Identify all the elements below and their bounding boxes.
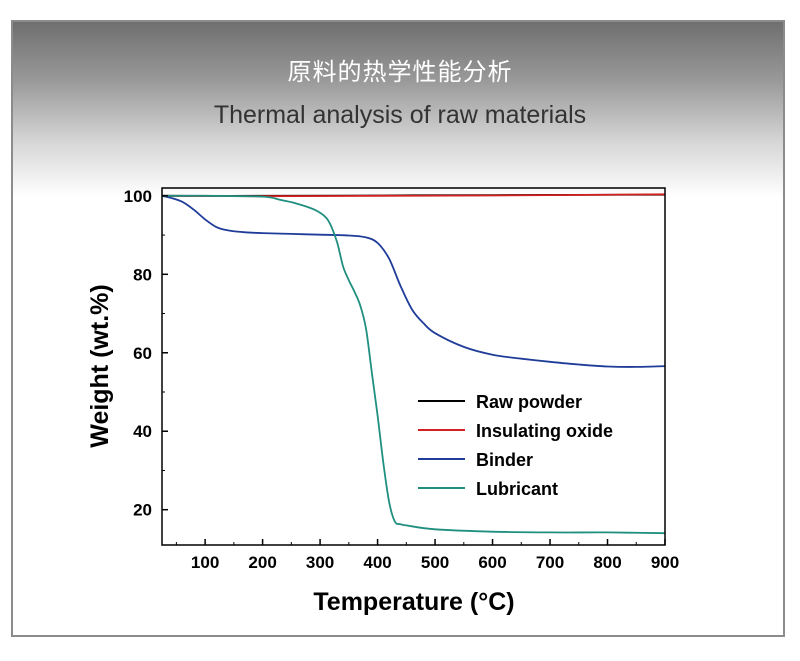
- x-tick-label: 700: [536, 553, 564, 572]
- x-tick-label: 400: [363, 553, 391, 572]
- legend-label: Raw powder: [476, 392, 582, 412]
- y-tick-label: 40: [133, 422, 152, 441]
- x-axis-title-text: Temperature: [313, 588, 463, 616]
- x-tick-label: 500: [421, 553, 449, 572]
- legend: Raw powder Insulating oxide Binder Lubrican…: [418, 392, 613, 499]
- series-layer: [161, 193, 666, 535]
- chinese-title: 原料的热学性能分析: [287, 58, 513, 86]
- legend-label: Lubricant: [476, 479, 558, 499]
- figure-frame: [11, 20, 785, 637]
- y-tick-label: 60: [133, 344, 152, 363]
- plot-area: [161, 187, 666, 546]
- legend-label: Binder: [476, 450, 533, 470]
- legend-label: Insulating oxide: [476, 421, 613, 441]
- y-tick-label: 80: [133, 265, 152, 284]
- x-axis-title: Temperature (°C): [313, 588, 514, 616]
- y-axis-title: Weight (wt.%): [86, 284, 114, 447]
- x-tick-label: 300: [306, 553, 334, 572]
- axis-layer: 100 200 300 400 500 600 700 800 900 20 40 60 80 100: [124, 187, 680, 572]
- english-title: Thermal analysis of raw materials: [213, 101, 587, 129]
- series-line-binder: [161, 194, 666, 368]
- y-tick-label: 20: [133, 501, 152, 520]
- y-tick-label: 100: [124, 187, 152, 206]
- x-tick-label: 900: [651, 553, 679, 572]
- x-tick-label: 800: [593, 553, 621, 572]
- x-axis-unit: (°C): [470, 588, 515, 616]
- x-tick-label: 200: [248, 553, 276, 572]
- x-tick-label: 100: [191, 553, 219, 572]
- series-line-lubricant: [161, 194, 666, 535]
- x-tick-label: 600: [478, 553, 506, 572]
